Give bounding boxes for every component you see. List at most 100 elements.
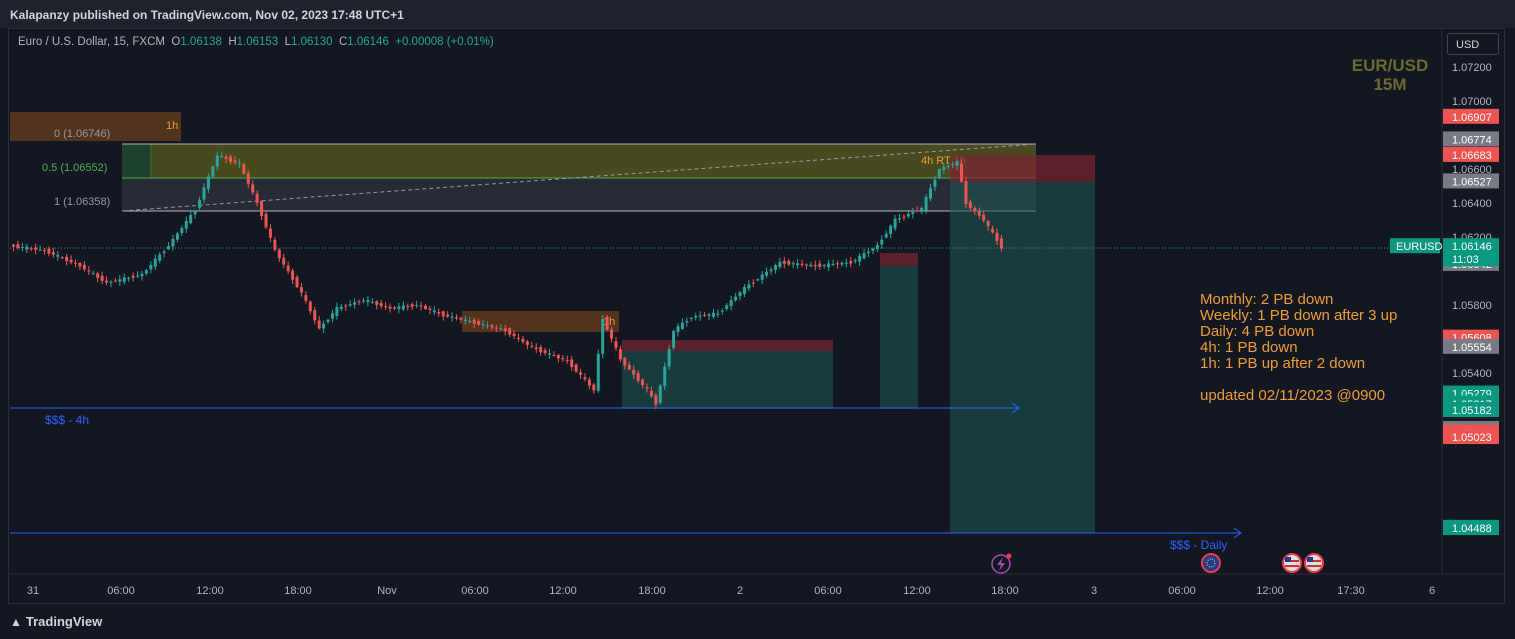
candle-body	[933, 179, 937, 187]
candle-body	[742, 286, 746, 295]
fib-zone-upper[interactable]	[150, 144, 1036, 178]
candle-body	[82, 264, 86, 270]
supply-zone-1h-mid[interactable]	[462, 311, 619, 332]
time-tick-label: 06:00	[107, 585, 135, 597]
candle-body	[415, 304, 419, 306]
tradingview-icon: ▲	[10, 615, 22, 629]
candle-body	[450, 316, 454, 318]
position-stop-mid[interactable]	[622, 340, 833, 351]
candle-body	[118, 279, 122, 282]
candle-body	[74, 262, 78, 264]
candle-body	[277, 249, 281, 259]
candle-body	[273, 239, 277, 250]
candle-body	[862, 253, 866, 259]
candle-body	[623, 358, 627, 366]
us-flag-icon[interactable]	[1282, 553, 1302, 573]
candle-body	[587, 379, 591, 386]
candle-body	[813, 264, 817, 267]
candle-body	[999, 238, 1003, 249]
supply-zone-1h-top[interactable]	[10, 112, 181, 141]
candle-series	[12, 151, 1003, 409]
short-stop-zone[interactable]	[950, 155, 1095, 182]
us-flag-icon[interactable]	[1304, 553, 1324, 573]
fib-zone-lower[interactable]	[122, 178, 1036, 211]
candle-body	[144, 270, 148, 274]
candle-body	[268, 228, 272, 238]
candle-body	[902, 216, 906, 218]
candle-body	[632, 369, 636, 375]
lightning-icon[interactable]	[991, 553, 1012, 574]
watermark-timeframe: 15M	[1373, 75, 1407, 94]
candle-body	[322, 323, 326, 329]
time-tick-label: 18:00	[284, 585, 312, 597]
brand-name: TradingView	[25, 614, 103, 629]
candle-body	[769, 269, 773, 272]
candle-body	[875, 245, 879, 250]
candle-body	[711, 312, 715, 317]
candle-body	[685, 321, 689, 323]
candle-body	[973, 208, 977, 212]
candle-body	[65, 256, 69, 261]
candle-body	[960, 163, 964, 182]
candle-body	[211, 166, 215, 177]
currency-button[interactable]: USD	[1447, 33, 1499, 55]
time-tick-label: 3	[1091, 585, 1097, 597]
candle-body	[423, 305, 427, 309]
position-target-mid[interactable]	[622, 351, 833, 409]
candle-body	[592, 384, 596, 391]
fib-label-1: 1 (1.06358)	[54, 196, 110, 208]
candle-body	[406, 305, 410, 307]
position-stop-right[interactable]	[880, 253, 918, 266]
low-value: 1.06130	[291, 36, 333, 48]
candle-body	[16, 244, 20, 249]
chart-frame	[8, 28, 1505, 604]
low-label: L	[284, 36, 291, 48]
candle-body	[703, 314, 707, 316]
candle-body	[224, 156, 228, 160]
candle-body	[379, 303, 383, 307]
candle-body	[162, 251, 166, 254]
candle-body	[29, 248, 33, 250]
eu-flag-icon[interactable]	[1201, 553, 1221, 573]
fib-label-05: 0.5 (1.06552)	[42, 162, 107, 174]
last-price-text: 1.06146	[1452, 241, 1492, 253]
candle-body	[158, 254, 162, 261]
candle-body	[459, 317, 463, 320]
candle-body	[184, 220, 188, 229]
high-label: H	[228, 36, 237, 48]
candle-body	[570, 359, 574, 367]
candle-body	[202, 187, 206, 200]
candle-body	[982, 214, 986, 221]
short-target-zone[interactable]	[950, 182, 1095, 533]
candle-body	[233, 160, 237, 163]
candle-body	[831, 263, 835, 265]
candle-body	[499, 328, 503, 330]
candle-body	[348, 304, 352, 306]
candle-body	[844, 262, 848, 264]
candle-body	[565, 360, 569, 362]
candle-body	[366, 300, 370, 302]
candle-body	[392, 307, 396, 309]
watermark-symbol: EUR/USD	[1351, 56, 1429, 75]
candle-body	[942, 166, 946, 170]
candle-body	[246, 173, 250, 184]
time-tick-label: 12:00	[1256, 585, 1284, 597]
candle-body	[43, 250, 47, 252]
close-value: 1.06146	[347, 36, 389, 48]
candle-body	[835, 263, 839, 265]
candle-body	[91, 273, 95, 275]
candle-body	[720, 310, 724, 312]
note-blank	[1200, 372, 1397, 388]
candle-body	[122, 277, 126, 282]
candle-body	[636, 373, 640, 381]
price-label-text: 1.05554	[1452, 342, 1492, 354]
symbol-name[interactable]: Euro / U.S. Dollar, 15, FXCM	[18, 36, 165, 48]
candle-body	[898, 218, 901, 220]
note-daily: Daily: 4 PB down	[1200, 323, 1315, 340]
tradingview-logo[interactable]: ▲ TradingView	[10, 614, 102, 629]
candle-body	[12, 244, 15, 247]
time-tick-label: 2	[737, 585, 743, 597]
position-target-right[interactable]	[880, 266, 918, 409]
liquidity-label-daily: $$$ - Daily	[1170, 538, 1227, 552]
